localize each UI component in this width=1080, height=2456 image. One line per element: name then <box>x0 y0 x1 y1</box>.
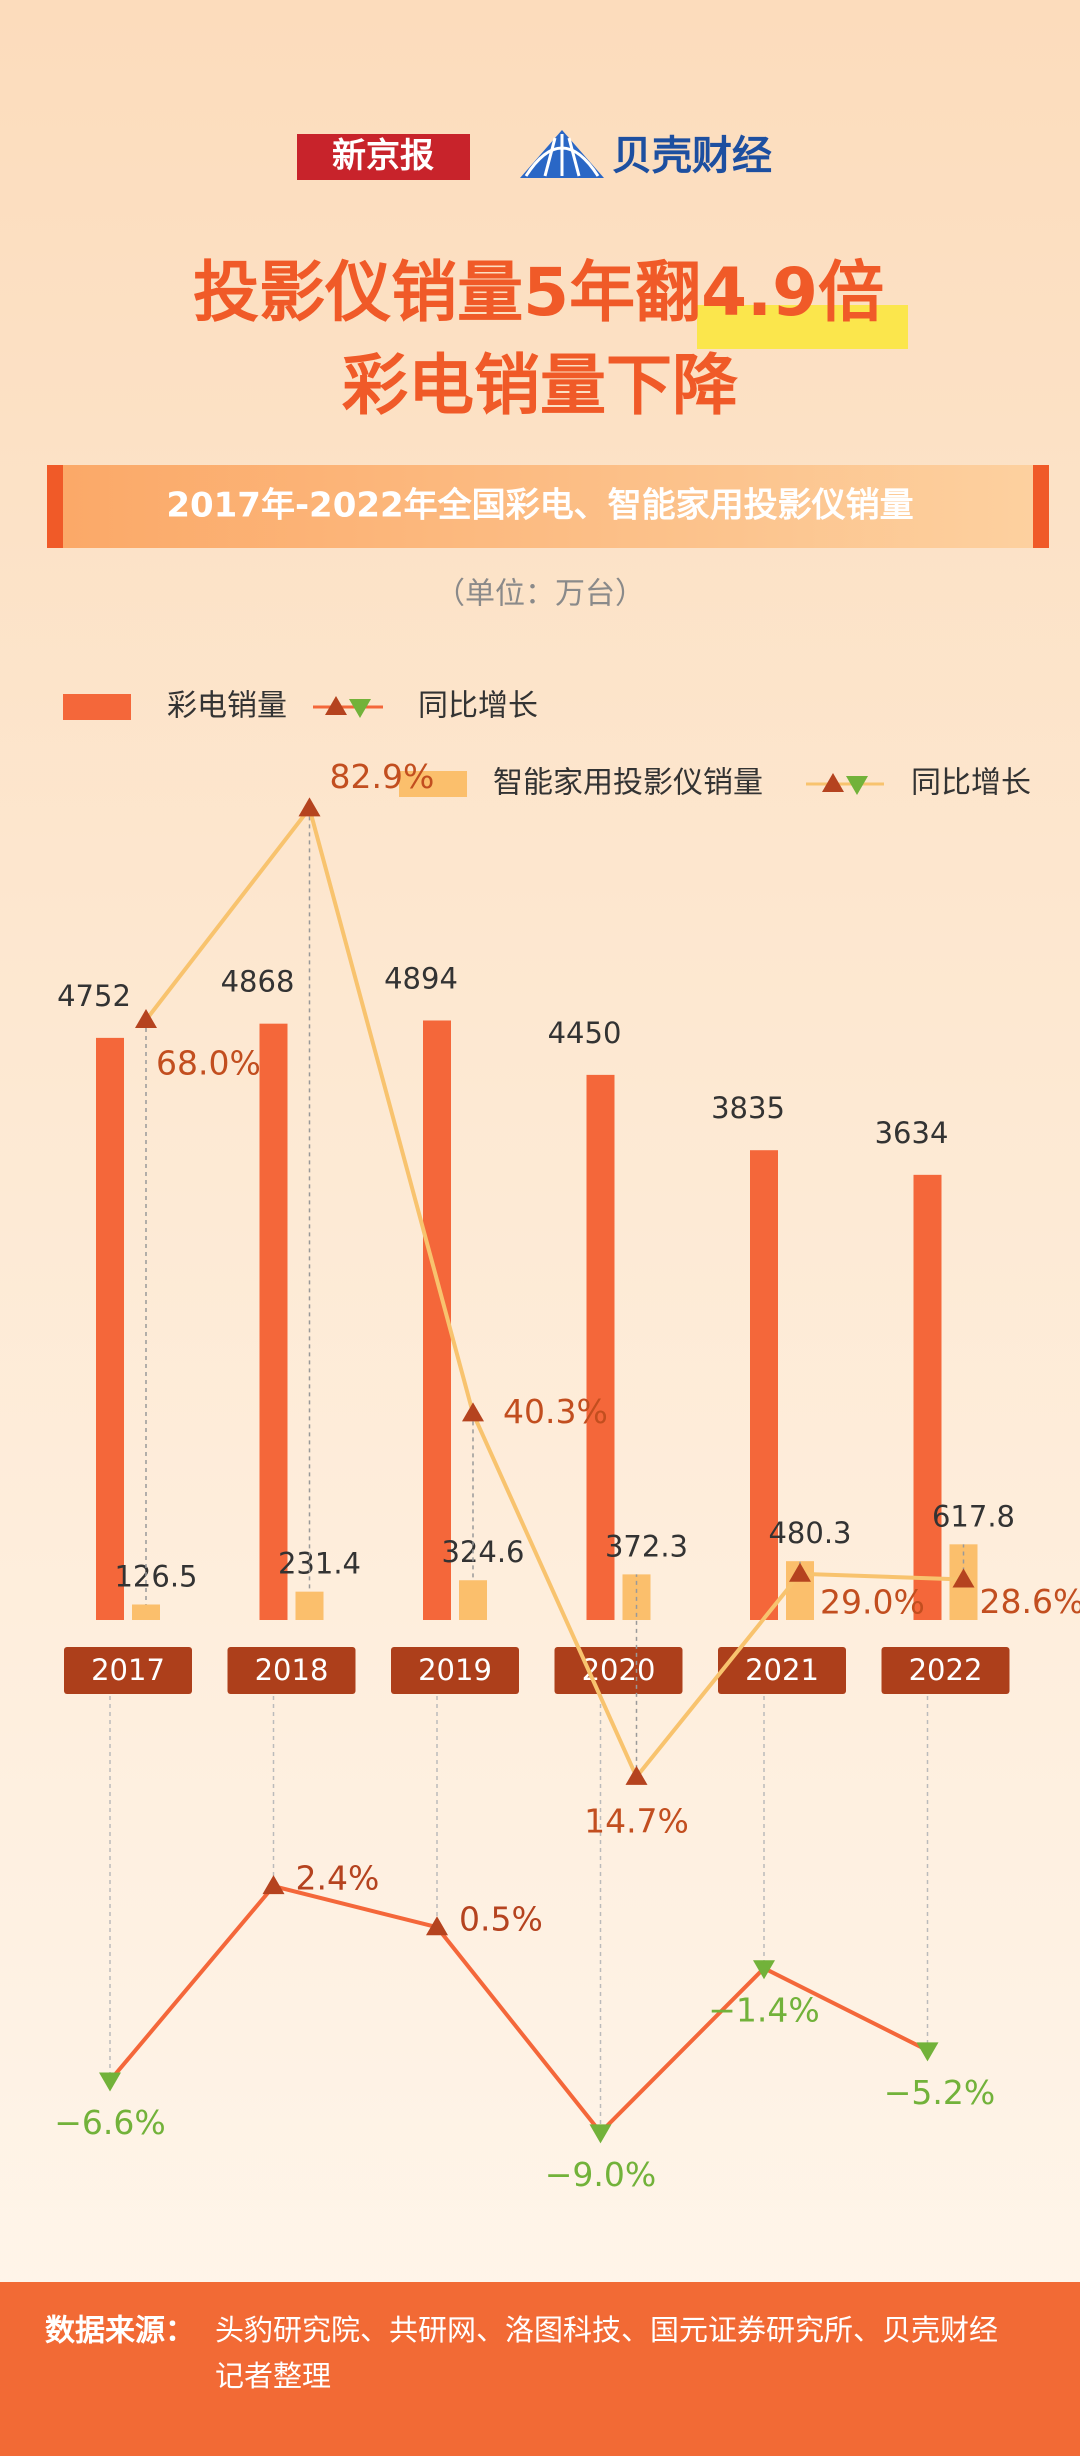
chart-title: 投影仪销量5年翻4.9倍 <box>193 254 884 331</box>
category-box <box>554 1647 683 1694</box>
legend-marker <box>349 699 371 718</box>
bar-value-label: 4752 <box>57 979 131 1013</box>
growth-line <box>108 1883 929 2136</box>
growth-marker <box>916 2042 939 2062</box>
growth-value-label: 29.0% <box>820 1582 925 1621</box>
shell-icon <box>520 130 604 178</box>
banner-edge <box>47 465 63 548</box>
growth-marker <box>426 1916 448 1936</box>
growth-value-label: −6.6% <box>54 2103 166 2142</box>
growth-value-label: −1.4% <box>708 1991 820 2030</box>
bar-value-label: 231.4 <box>278 1547 361 1581</box>
legend-swatch <box>399 771 467 797</box>
unit-label: （单位：万台） <box>435 577 645 612</box>
bar <box>750 1150 778 1620</box>
logo-box <box>297 134 470 180</box>
growth-marker <box>462 1402 484 1422</box>
growth-marker <box>753 1960 775 1980</box>
legend-label: 彩电销量 <box>167 689 287 724</box>
growth-marker <box>589 2124 612 2144</box>
growth-value-label: 82.9% <box>330 757 435 796</box>
title-highlight <box>697 305 908 349</box>
bar <box>459 1580 487 1620</box>
growth-marker <box>789 1562 811 1582</box>
logo-left: 新京报 <box>332 136 434 176</box>
category-box <box>227 1647 356 1694</box>
bar-value-label: 4894 <box>384 961 458 995</box>
bar <box>586 1074 615 1620</box>
x-tick-label: 2022 <box>909 1653 983 1687</box>
category-box <box>881 1647 1010 1694</box>
x-tick-label: 2018 <box>255 1653 329 1687</box>
banner-edge <box>1033 465 1049 548</box>
bar-value-label: 324.6 <box>441 1535 524 1569</box>
source-text: 头豹研究院、共研网、洛图科技、国元证券研究所、贝壳财经 <box>215 2313 998 2347</box>
bar-value-label: 480.3 <box>768 1516 851 1550</box>
bar <box>259 1023 288 1620</box>
bar-value-label: 4450 <box>548 1016 622 1050</box>
bar-value-label: 3835 <box>711 1091 785 1125</box>
growth-value-label: 68.0% <box>156 1044 261 1083</box>
source-text: 记者整理 <box>215 2359 331 2393</box>
bar-value-label: 4868 <box>221 965 295 999</box>
growth-marker <box>952 1568 975 1588</box>
footer-band <box>0 2282 1080 2456</box>
subtitle-banner <box>47 465 1049 548</box>
category-box <box>391 1647 519 1694</box>
bar-value-label: 3634 <box>875 1116 949 1150</box>
legend-swatch <box>63 694 131 720</box>
bar <box>913 1174 942 1620</box>
legend-marker <box>846 776 868 795</box>
source-label: 数据来源： <box>45 2314 195 2349</box>
growth-marker <box>262 1875 285 1895</box>
x-tick-label: 2021 <box>745 1653 819 1687</box>
growth-value-label: −5.2% <box>884 2073 996 2112</box>
legend-label: 同比增长 <box>911 766 1031 801</box>
x-tick-label: 2017 <box>91 1653 165 1687</box>
growth-marker <box>135 1009 157 1028</box>
bar <box>295 1591 324 1620</box>
legend-marker <box>822 773 844 792</box>
logo-right: 贝壳财经 <box>612 133 772 179</box>
bar-value-label: 126.5 <box>114 1560 197 1594</box>
chart-title-line2: 彩电销量下降 <box>342 347 738 424</box>
category-box <box>64 1647 192 1694</box>
growth-value-label: 40.3% <box>503 1392 608 1431</box>
growth-marker <box>298 797 321 817</box>
legend-label: 智能家用投影仪销量 <box>493 766 763 801</box>
growth-value-label: 0.5% <box>459 1900 543 1939</box>
category-box <box>718 1647 846 1694</box>
growth-value-label: 28.6% <box>980 1582 1080 1621</box>
growth-value-label: −9.0% <box>545 2155 657 2194</box>
legend-marker <box>325 696 347 715</box>
growth-marker <box>99 2072 121 2092</box>
x-tick-label: 2019 <box>418 1653 492 1687</box>
growth-value-label: 2.4% <box>296 1859 380 1898</box>
legend-label: 同比增长 <box>418 689 538 724</box>
growth-value-label: 14.7% <box>584 1801 689 1840</box>
bar-value-label: 617.8 <box>932 1499 1015 1533</box>
bar-value-label: 372.3 <box>605 1529 688 1563</box>
bar <box>132 1604 160 1620</box>
growth-marker <box>625 1765 648 1785</box>
chart-subtitle: 2017年-2022年全国彩电、智能家用投影仪销量 <box>166 486 913 526</box>
growth-line <box>144 804 964 1781</box>
bar <box>96 1037 124 1620</box>
